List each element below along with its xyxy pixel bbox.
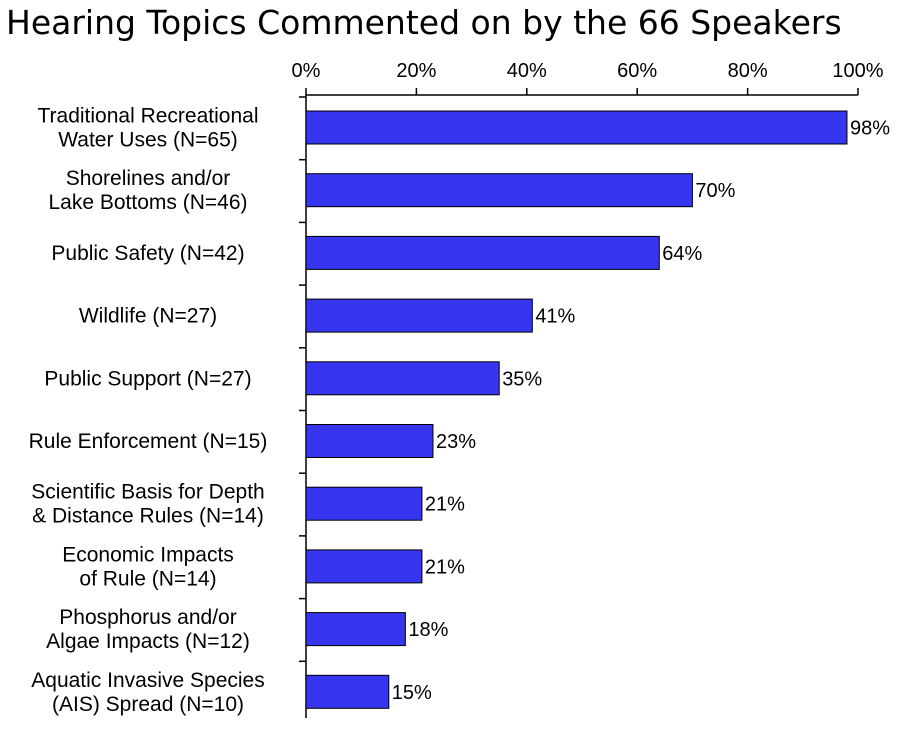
bar [305, 424, 434, 458]
bar [305, 298, 533, 333]
bar [305, 549, 423, 584]
category-label: Public Support (N=27) [44, 367, 251, 390]
bar [305, 235, 660, 270]
bar-value-label: 98% [850, 118, 890, 140]
x-tick-label: 100% [832, 60, 883, 82]
category-label: Aquatic Invasive Species [31, 669, 264, 692]
bar [305, 173, 693, 208]
bar-value-label: 21% [425, 494, 465, 516]
category-label: Rule Enforcement (N=15) [29, 430, 268, 453]
x-tick-label: 20% [396, 60, 436, 82]
category-label: Shorelines and/or [66, 167, 231, 190]
category-label: of Rule (N=14) [79, 567, 216, 590]
category-label: Phosphorus and/or [59, 606, 236, 629]
bar-value-label: 21% [425, 556, 465, 578]
bar [305, 361, 500, 396]
category-label: Public Safety (N=42) [51, 242, 244, 265]
chart-title: Hearing Topics Commented on by the 66 Sp… [6, 3, 842, 42]
bar-value-label: 15% [392, 682, 432, 704]
bar-value-label: 18% [408, 619, 448, 641]
category-label: Algae Impacts (N=12) [46, 630, 250, 653]
bar-value-label: 64% [662, 243, 702, 265]
category-label: & Distance Rules (N=14) [32, 505, 264, 528]
category-label: Traditional Recreational [37, 105, 258, 128]
bar-value-label: 41% [535, 306, 575, 328]
category-label: Water Uses (N=65) [58, 129, 238, 152]
x-tick-label: 40% [507, 60, 547, 82]
x-tick-label: 80% [728, 60, 768, 82]
category-label: Wildlife (N=27) [79, 305, 217, 328]
bars: 98% 70% 64% 41% 35% 23% 21% 21% 18% 15% [305, 110, 890, 709]
bar-value-label: 70% [695, 180, 735, 202]
category-label: Scientific Basis for Depth [31, 481, 264, 504]
bar [305, 674, 390, 709]
bar [305, 486, 423, 521]
bar [305, 612, 406, 647]
category-label: (AIS) Spread (N=10) [52, 693, 244, 716]
category-label: Economic Impacts [62, 543, 234, 566]
bar [305, 110, 848, 145]
x-tick-label: 60% [617, 60, 657, 82]
bar-value-label: 23% [436, 431, 476, 453]
bar-value-label: 35% [502, 368, 542, 390]
x-tick-label: 0% [292, 60, 321, 82]
category-label: Lake Bottoms (N=46) [48, 191, 247, 214]
